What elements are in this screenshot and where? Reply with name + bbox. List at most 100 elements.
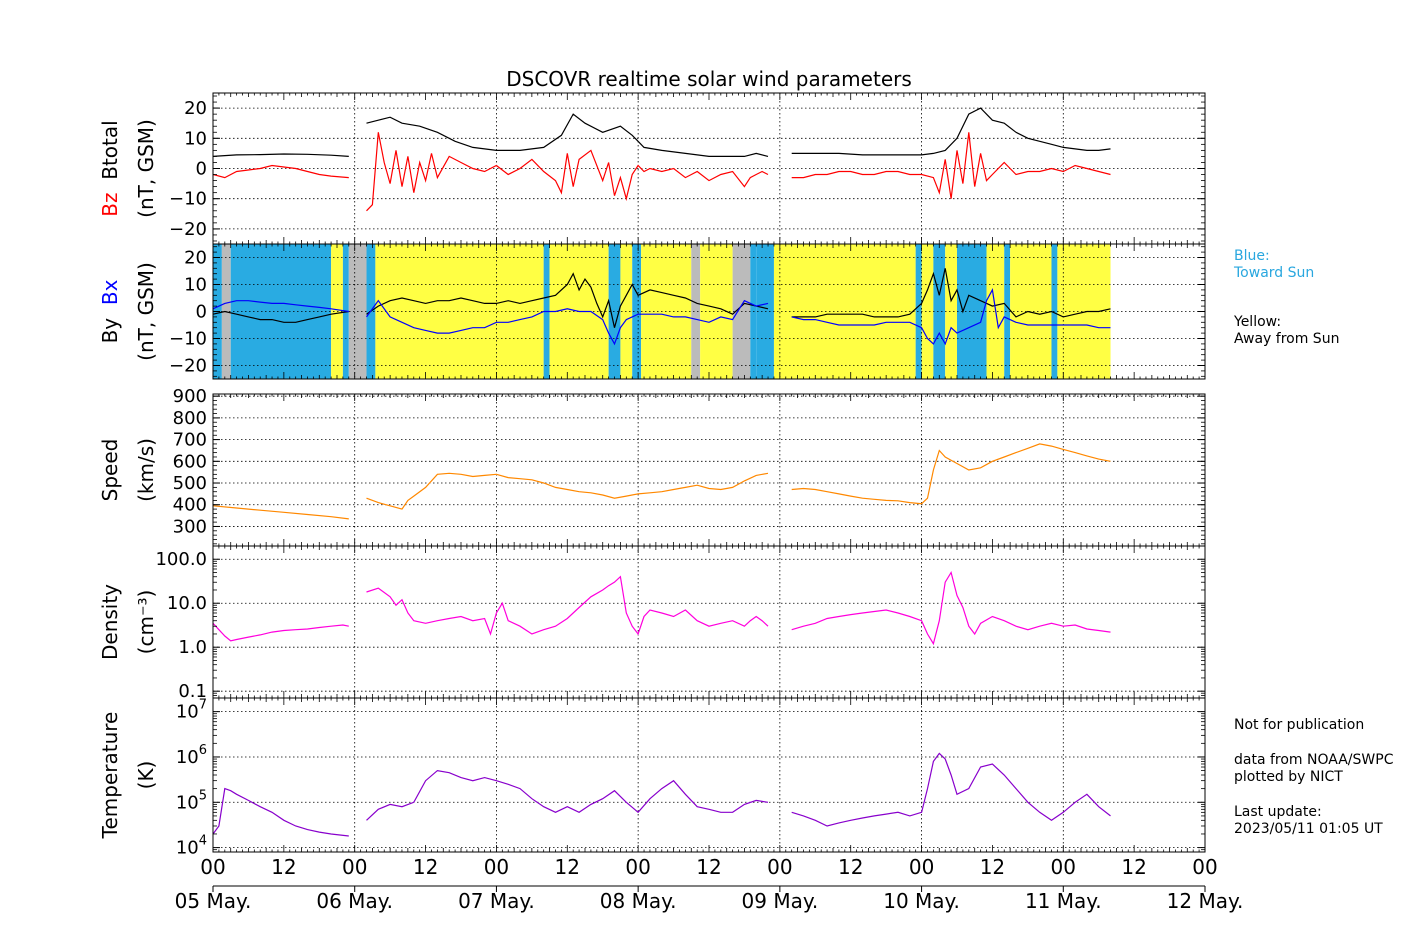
y-axis-unit: (nT, GSM) <box>134 262 158 361</box>
series-line-density <box>366 575 769 636</box>
y-axis-label-btotal: Btotal <box>98 120 122 192</box>
last-update-label: Last update: <box>1234 804 1322 820</box>
series-line-bz <box>366 132 769 212</box>
y-tick-label: 1.0 <box>178 637 207 658</box>
series-line-speed <box>791 443 1111 505</box>
y-tick-label: 106 <box>176 743 207 768</box>
y-tick-label: −20 <box>169 356 207 377</box>
series-line-bz <box>791 132 1111 199</box>
x-hour-label: 12 <box>1121 855 1146 879</box>
grid <box>213 546 1205 698</box>
y-tick-label: 400 <box>173 495 207 516</box>
y-tick-label: 10 <box>184 128 207 149</box>
x-hour-label: 00 <box>342 855 367 879</box>
sector-band-away <box>945 244 957 379</box>
sector-band-nodata <box>691 244 701 379</box>
series-line-bx <box>366 299 769 346</box>
x-hour-label: 12 <box>838 855 863 879</box>
series-line-btotal <box>213 153 349 157</box>
x-day-label: 10 May. <box>883 889 960 913</box>
y-axis: 20 10 0 −10 −20 <box>169 246 1205 377</box>
series-line-density <box>791 570 1111 646</box>
grid <box>213 244 1205 379</box>
series-line-temperature <box>791 752 1111 827</box>
y-axis-label: Bz Btotal <box>98 120 122 216</box>
y-tick-label: −20 <box>169 219 207 240</box>
y-tick-label: 0 <box>196 159 207 180</box>
y-axis: 20 10 0 −10 −20 <box>169 95 1205 242</box>
y-tick-label: 20 <box>184 248 207 269</box>
panel-density: 100.0 10.0 1.0 0.1 Density (cm⁻³) <box>98 545 1206 702</box>
chart-title: DSCOVR realtime solar wind parameters <box>506 67 912 91</box>
y-tick-label: 107 <box>176 698 207 723</box>
x-hour-label: 00 <box>1051 855 1076 879</box>
x-day-label: 05 May. <box>175 889 252 913</box>
x-hour-label: 00 <box>909 855 934 879</box>
toward-sun-legend-line1: Blue: <box>1234 248 1270 264</box>
x-day-label: 07 May. <box>458 889 535 913</box>
y-axis-unit: (cm⁻³) <box>134 590 158 655</box>
x-hour-label: 12 <box>980 855 1005 879</box>
y-axis-label: Temperature <box>98 712 122 840</box>
y-axis-unit: (km/s) <box>134 438 158 502</box>
x-day-label: 11 May. <box>1025 889 1102 913</box>
series-line-speed <box>213 505 349 520</box>
y-tick-label: 10 <box>184 275 207 296</box>
y-tick-label: 700 <box>173 430 207 451</box>
y-axis-label-bz: Bz <box>98 192 122 216</box>
sector-band-toward <box>1004 244 1011 379</box>
x-hour-label: 12 <box>555 855 580 879</box>
sector-band-toward <box>608 244 621 379</box>
x-hour-label: 12 <box>413 855 438 879</box>
series-line-bx <box>791 288 1111 346</box>
x-ticks <box>212 244 1206 379</box>
plotted-by-note: plotted by NICT <box>1234 769 1343 785</box>
panel-frame <box>212 697 1206 853</box>
series-line-bz <box>213 164 349 179</box>
sector-band-toward <box>915 244 922 379</box>
y-tick-label: 900 <box>173 386 207 407</box>
y-axis-unit: (K) <box>134 761 158 790</box>
x-hour-label: 00 <box>484 855 509 879</box>
x-day-label: 12 May. <box>1167 889 1244 913</box>
toward-sun-legend-line2: Toward Sun <box>1234 265 1315 281</box>
series-line-density <box>213 622 349 642</box>
y-tick-label: 100.0 <box>155 549 207 570</box>
series-line-by <box>213 310 349 323</box>
grid <box>213 698 1205 852</box>
y-tick-label: 500 <box>173 473 207 494</box>
y-tick-label: 20 <box>184 98 207 119</box>
x-ticks <box>212 546 1206 698</box>
series-line-by <box>366 272 769 328</box>
sector-band-toward <box>933 244 946 379</box>
series-line-btotal <box>791 107 1111 156</box>
not-for-publication-note: Not for publication <box>1234 717 1365 733</box>
y-tick-label: −10 <box>169 189 207 210</box>
series-line-temperature <box>366 769 769 821</box>
y-tick-label: −10 <box>169 329 207 350</box>
series-line-by <box>791 268 1111 318</box>
x-day-label: 08 May. <box>600 889 677 913</box>
y-axis-label: Density <box>98 584 122 660</box>
y-tick-label: 600 <box>173 451 207 472</box>
y-axis: 100.0 10.0 1.0 0.1 <box>155 545 1205 702</box>
x-hour-label: 00 <box>625 855 650 879</box>
data-source-note: data from NOAA/SWPC <box>1234 752 1394 768</box>
sector-band-away <box>921 244 934 379</box>
y-tick-label: 800 <box>173 408 207 429</box>
x-hour-label: 00 <box>200 855 225 879</box>
panel-bx_by: 20 10 0 −10 −20 By Bx (nT, GSM) <box>98 243 1206 380</box>
x-hour-label: 12 <box>696 855 721 879</box>
x-ticks <box>212 698 1206 852</box>
panel-btotal_bz: 20 10 0 −10 −20 Bz Btotal (nT, GSM) <box>98 92 1206 245</box>
series-line-speed <box>366 472 769 510</box>
y-axis-label: Speed <box>98 439 122 502</box>
x-hour-label: 12 <box>271 855 296 879</box>
grid <box>213 394 1205 546</box>
series-line-bx <box>213 300 349 313</box>
y-tick-label: 10.0 <box>167 593 207 614</box>
y-tick-label: 0 <box>196 302 207 323</box>
panel-frame <box>212 545 1206 699</box>
